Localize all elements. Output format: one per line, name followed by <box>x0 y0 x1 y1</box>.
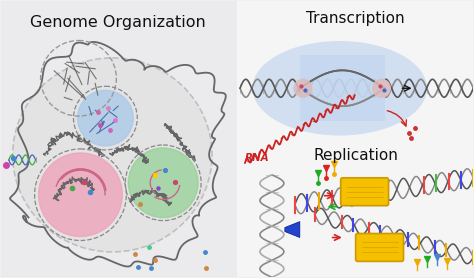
Circle shape <box>294 79 312 97</box>
FancyBboxPatch shape <box>237 1 474 277</box>
FancyBboxPatch shape <box>0 1 237 277</box>
Text: Transcription: Transcription <box>306 11 405 26</box>
FancyBboxPatch shape <box>300 55 384 121</box>
Text: RNA: RNA <box>245 153 270 163</box>
FancyBboxPatch shape <box>356 234 403 261</box>
Text: Replication: Replication <box>313 148 398 163</box>
Circle shape <box>38 153 122 237</box>
FancyBboxPatch shape <box>341 178 389 206</box>
Ellipse shape <box>13 58 212 252</box>
Circle shape <box>128 148 198 218</box>
Ellipse shape <box>253 41 427 135</box>
Circle shape <box>77 90 133 146</box>
Text: Genome Organization: Genome Organization <box>30 15 206 30</box>
Circle shape <box>373 79 391 97</box>
Polygon shape <box>285 222 300 237</box>
